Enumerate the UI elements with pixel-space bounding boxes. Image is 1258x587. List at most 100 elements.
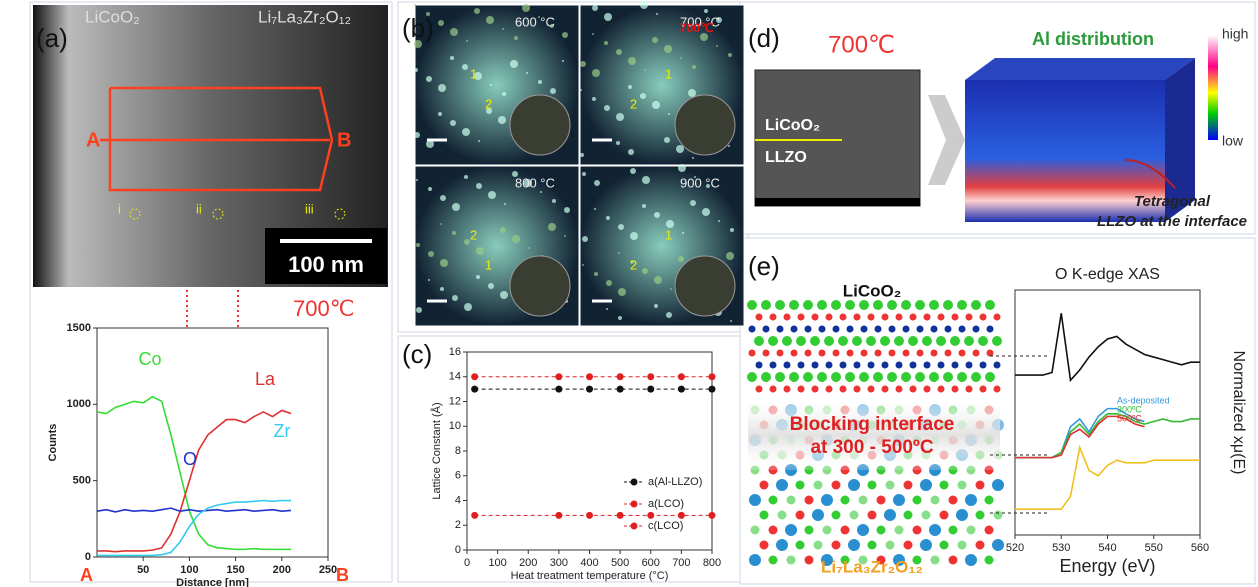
y-axis-label: Lattice Constant (Å) [430, 402, 443, 499]
atom [841, 496, 850, 505]
atom [805, 526, 814, 535]
map-title: Al distribution [1032, 29, 1154, 49]
y-tick-label: 2 [455, 519, 461, 531]
atom [943, 300, 953, 310]
atom [985, 526, 994, 535]
marker [471, 512, 478, 519]
atom [751, 526, 760, 535]
grain [618, 288, 626, 296]
atom [785, 524, 797, 536]
grain-mark: 1 [665, 227, 672, 242]
atom [854, 314, 861, 321]
atom [884, 509, 896, 521]
atom [826, 362, 833, 369]
legend-label: a(LCO) [648, 498, 684, 510]
grain [464, 303, 472, 311]
pellet [675, 256, 735, 316]
atom [778, 511, 787, 520]
atom [814, 481, 823, 490]
grain [640, 1, 648, 9]
atom [824, 336, 834, 346]
y-tick-label: 500 [73, 475, 91, 487]
grain [440, 223, 442, 225]
atom [873, 372, 883, 382]
grain [450, 120, 456, 126]
grain [414, 4, 416, 6]
grain [592, 69, 600, 77]
atom [959, 350, 966, 357]
marker [555, 386, 562, 393]
grain [688, 89, 696, 97]
grain [654, 276, 662, 284]
atom [763, 350, 770, 357]
grain [690, 200, 696, 206]
grain [604, 105, 610, 111]
atom [965, 494, 977, 506]
spot-label: i [118, 201, 121, 216]
atom [980, 386, 987, 393]
grain [630, 168, 636, 174]
atom [787, 556, 796, 565]
atom [910, 314, 917, 321]
atom [973, 326, 980, 333]
atom [886, 481, 895, 490]
grain [642, 176, 650, 184]
atom [784, 362, 791, 369]
x-tick-label: 400 [580, 557, 598, 569]
atom [994, 314, 1001, 321]
atom [901, 300, 911, 310]
grain [428, 251, 434, 257]
grain [548, 223, 556, 231]
cube-top [965, 58, 1195, 80]
atom [768, 336, 778, 346]
x-tick-label: 250 [319, 564, 337, 576]
atom [917, 326, 924, 333]
grain [668, 113, 670, 115]
grain [428, 279, 430, 281]
atom [782, 336, 792, 346]
grain [414, 132, 420, 138]
atom [882, 386, 889, 393]
atom [931, 326, 938, 333]
atom [776, 539, 788, 551]
atom [985, 496, 994, 505]
grain [500, 291, 508, 299]
y-axis-label: Counts [47, 424, 59, 462]
grain [628, 149, 634, 155]
overlay-label: 700℃ [680, 21, 714, 35]
atom [796, 481, 805, 490]
atom [904, 541, 913, 550]
x-axis-label: Heat treatment temperature (°C) [511, 570, 669, 582]
atom [915, 300, 925, 310]
grain [730, 228, 734, 232]
atom [952, 386, 959, 393]
grain [644, 69, 646, 71]
grain-mark: 1 [665, 66, 672, 81]
point-label: A [86, 129, 100, 151]
temperature: 700℃ [293, 296, 354, 321]
atom [841, 526, 850, 535]
atom [895, 526, 904, 535]
atom [770, 386, 777, 393]
atom [924, 362, 931, 369]
y-tick-label: 12 [449, 395, 461, 407]
atom [798, 386, 805, 393]
atom [761, 300, 771, 310]
atom [882, 362, 889, 369]
grain [676, 145, 684, 153]
grain [522, 4, 530, 12]
x-tick-label: 300 [550, 557, 568, 569]
atom [847, 350, 854, 357]
grain [580, 89, 582, 91]
atom [894, 336, 904, 346]
atom [917, 350, 924, 357]
x-axis-label: Distance [nm] [176, 577, 249, 587]
grain [428, 187, 432, 191]
atom [887, 300, 897, 310]
grain [500, 227, 506, 233]
atom [994, 511, 1003, 520]
atom [777, 326, 784, 333]
grain [488, 191, 496, 199]
atom [761, 372, 771, 382]
atom [957, 372, 967, 382]
